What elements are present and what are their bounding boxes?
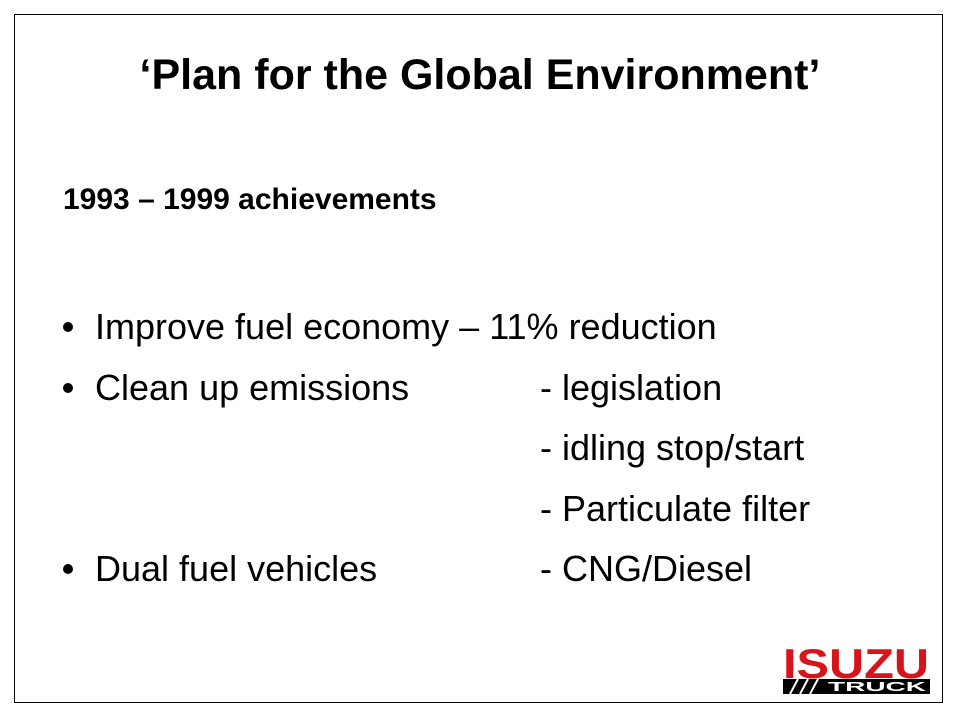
- bullet-row: Dual fuel vehicles - CNG/Diesel: [0, 538, 940, 599]
- logo-stripe: [789, 678, 799, 695]
- bullet-text: Dual fuel vehicles: [95, 548, 378, 589]
- slide-title: ‘Plan for the Global Environment’: [139, 51, 821, 99]
- bullet-row: - idling stop/start: [0, 417, 940, 478]
- logo-stripe: [799, 678, 809, 695]
- bullet-text: Clean up emissions: [95, 366, 410, 408]
- bullet-detail: - Particulate filter: [540, 487, 811, 529]
- bullet-dot: [63, 382, 73, 393]
- bullet-text: Improve fuel economy – 11% reduction: [95, 306, 717, 347]
- slide-subtitle: 1993 – 1999 achievements: [63, 183, 437, 216]
- bullet-row: Clean up emissions - legislation: [0, 357, 940, 418]
- bullet-detail: - CNG/Diesel: [540, 548, 753, 589]
- bullet-row: Improve fuel economy – 11% reduction: [0, 296, 940, 357]
- logo-stripe: [809, 678, 819, 695]
- slide-border: [14, 14, 943, 703]
- bullet-detail: - legislation: [540, 366, 723, 408]
- bullet-detail: - idling stop/start: [540, 427, 805, 468]
- bullet-dot: [63, 564, 73, 574]
- logo-bar: [783, 679, 930, 694]
- isuzu-logo: ISUZU TRUCK: [783, 644, 930, 695]
- bullet-row: - Particulate filter: [0, 478, 940, 539]
- logo-sub: TRUCK: [828, 679, 927, 694]
- bullet-dot: [63, 322, 73, 332]
